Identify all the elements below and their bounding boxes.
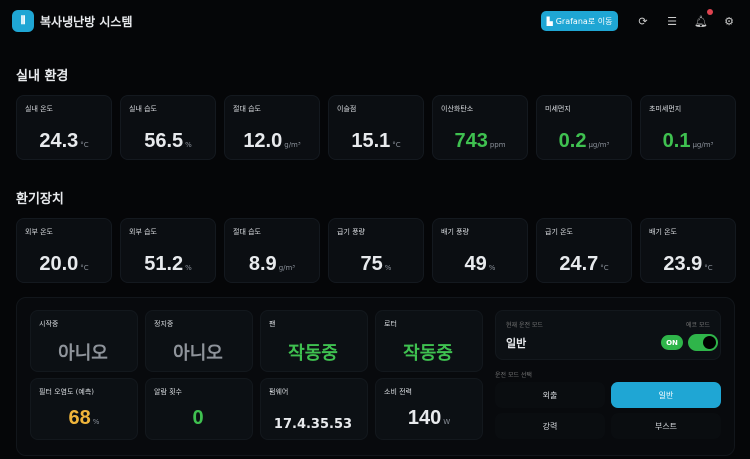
- mode-option-button[interactable]: 부스트: [611, 413, 721, 439]
- section-title-ventilation: 환기장치: [16, 192, 64, 207]
- indoor-card: 절대 습도 12.0 g/m³: [224, 95, 320, 160]
- ventilation-card: 배기 온도 23.9 °C: [640, 218, 736, 283]
- chart-icon: ▙: [546, 16, 553, 26]
- status-card: 필터 오염도 (예측) 68%: [30, 378, 138, 440]
- ventilation-card: 급기 풍량 75%: [328, 218, 424, 283]
- eco-state-badge: ON: [661, 335, 683, 350]
- indoor-card: 이슬점 15.1 °C: [328, 95, 424, 160]
- indoor-card: 미세먼지 0.2 μg/m³: [536, 95, 632, 160]
- status-card: 팬 작동중: [260, 310, 368, 372]
- ventilation-card: 외부 습도 51.2%: [120, 218, 216, 283]
- thermometer-icon: ⫴: [20, 14, 26, 27]
- status-card: 펌웨어 17.4.35.53: [260, 378, 368, 440]
- status-card: 로터 작동중: [375, 310, 483, 372]
- mode-option-button[interactable]: 강력: [495, 413, 605, 439]
- status-card: 정지중 아니오: [145, 310, 253, 372]
- notification-badge: [707, 9, 713, 15]
- current-mode-card: 현재 운전 모드 에코 모드 일반 ON: [495, 310, 721, 360]
- mode-option-button[interactable]: 일반: [611, 382, 721, 408]
- server-icon[interactable]: ☰: [667, 14, 677, 28]
- indoor-card: 초미세먼지 0.1 μg/m³: [640, 95, 736, 160]
- ventilation-card: 외부 온도 20.0 °C: [16, 218, 112, 283]
- status-card: 시작중 아니오: [30, 310, 138, 372]
- eco-mode-toggle[interactable]: [688, 334, 718, 351]
- bell-icon[interactable]: 🔔︎: [694, 14, 708, 28]
- grafana-button[interactable]: ▙ Grafana로 이동: [541, 11, 618, 31]
- mode-option-button[interactable]: 외출: [495, 382, 605, 408]
- ventilation-card: 절대 습도 8.9 g/m³: [224, 218, 320, 283]
- app-logo: ⫴: [12, 10, 34, 32]
- indoor-card: 이산화탄소 743 ppm: [432, 95, 528, 160]
- status-card: 알람 횟수 0: [145, 378, 253, 440]
- ventilation-card: 배기 풍량 49%: [432, 218, 528, 283]
- refresh-icon[interactable]: ⟳: [638, 14, 648, 28]
- status-card: 소비 전력 140 W: [375, 378, 483, 440]
- app-title: 복사냉난방 시스템: [40, 15, 133, 29]
- section-title-indoor: 실내 환경: [16, 69, 69, 84]
- gear-icon[interactable]: ⚙: [724, 14, 734, 28]
- current-mode-value: 일반: [506, 337, 527, 350]
- ventilation-card: 급기 온도 24.7 °C: [536, 218, 632, 283]
- indoor-card: 실내 온도 24.3 °C: [16, 95, 112, 160]
- indoor-card: 실내 습도 56.5%: [120, 95, 216, 160]
